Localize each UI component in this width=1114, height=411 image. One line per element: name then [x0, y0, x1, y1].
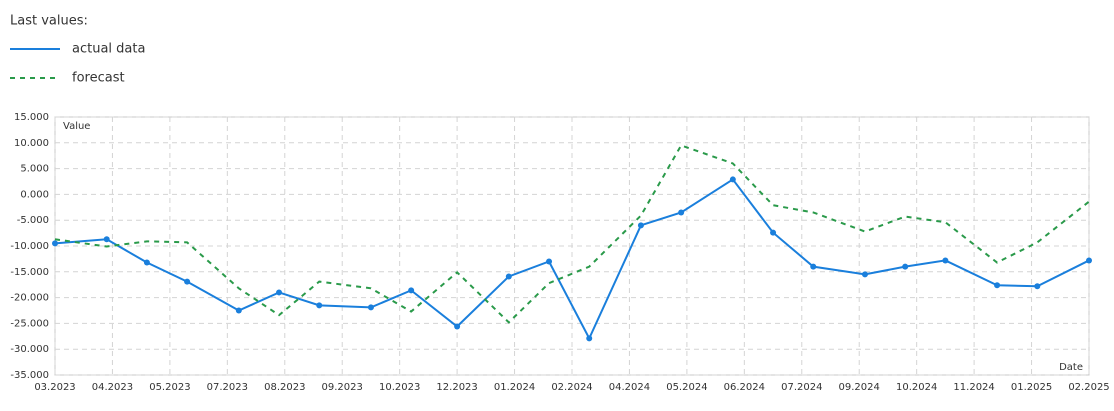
y-axis-title: Value [63, 121, 90, 132]
data-point [637, 222, 644, 229]
x-tick-label: 08.2023 [264, 382, 305, 393]
y-tick-label: 5.000 [20, 164, 49, 175]
x-tick-label: 07.2024 [781, 382, 822, 393]
x-tick-label: 09.2024 [839, 382, 880, 393]
y-tick-label: -35.000 [10, 370, 49, 381]
y-tick-label: 0.000 [20, 189, 49, 200]
legend-title: Last values: [10, 14, 88, 29]
series-line [54, 144, 1090, 324]
y-tick-label: -30.000 [10, 344, 49, 355]
data-point [586, 335, 593, 342]
data-point [729, 176, 736, 183]
x-tick-label: 11.2024 [953, 382, 994, 393]
x-axis-title: Date [1059, 362, 1083, 373]
x-tick-label: 10.2024 [896, 382, 937, 393]
data-point [770, 229, 777, 236]
x-tick-label: 01.2025 [1011, 382, 1052, 393]
data-point [316, 302, 323, 309]
series-line [54, 178, 1090, 341]
data-point [994, 282, 1001, 289]
data-point [408, 287, 415, 294]
data-point [276, 289, 283, 296]
legend-label: actual data [72, 42, 145, 57]
data-point [1034, 283, 1041, 290]
x-tick-label: 12.2023 [436, 382, 477, 393]
data-point [810, 263, 817, 270]
x-tick-label: 09.2023 [322, 382, 363, 393]
x-tick-label: 05.2024 [666, 382, 707, 393]
data-point [454, 323, 461, 330]
y-tick-label: -25.000 [10, 318, 49, 329]
x-tick-label: 02.2024 [551, 382, 592, 393]
y-tick-label: -15.000 [10, 267, 49, 278]
legend-label: forecast [72, 71, 125, 86]
data-point [52, 240, 58, 247]
y-tick-label: -10.000 [10, 241, 49, 252]
y-tick-label: -20.000 [10, 293, 49, 304]
y-tick-label: -5.000 [17, 215, 49, 226]
x-tick-label: 05.2023 [149, 382, 190, 393]
data-point [678, 209, 685, 216]
y-tick-label: 10.000 [14, 138, 49, 149]
x-tick-label: 01.2024 [494, 382, 535, 393]
x-tick-label: 02.2025 [1068, 382, 1109, 393]
data-point [902, 263, 909, 270]
data-point [235, 307, 242, 314]
x-tick-label: 03.2023 [34, 382, 75, 393]
data-point [143, 259, 150, 266]
data-point [103, 236, 110, 243]
y-tick-label: 15.000 [14, 112, 49, 123]
x-tick-label: 10.2023 [379, 382, 420, 393]
data-point [861, 271, 868, 278]
data-point [1086, 257, 1092, 264]
x-tick-label: 06.2024 [724, 382, 765, 393]
data-point [184, 278, 191, 285]
data-point [367, 304, 374, 311]
x-tick-label: 04.2023 [92, 382, 133, 393]
data-point [546, 258, 553, 265]
x-tick-label: 07.2023 [207, 382, 248, 393]
data-point [505, 273, 512, 280]
data-point [942, 257, 949, 264]
x-tick-label: 04.2024 [609, 382, 650, 393]
